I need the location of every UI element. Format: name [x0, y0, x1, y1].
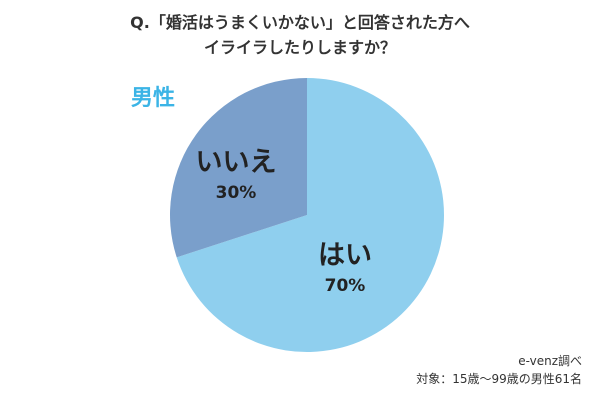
slice-value-hai: 70% — [325, 276, 366, 296]
pie-slice-hai — [176, 78, 444, 353]
group-label-male: 男性 — [131, 86, 176, 111]
respondents-text: 対象：15歳〜99歳の男性61名 — [416, 372, 582, 386]
source-note: e-venz調べ 対象：15歳〜99歳の男性61名 — [416, 352, 582, 388]
pie-slice-iie — [170, 78, 307, 258]
slice-label-iie: いいえ — [196, 147, 277, 178]
source-text: e-venz調べ — [518, 354, 582, 368]
chart-title-line-2: イライラしたりしますか？ — [203, 38, 396, 57]
chart-title: Q.「婚活はうまくいかない」と回答された方へ イライラしたりしますか？ — [0, 10, 600, 60]
slice-label-hai: はい — [318, 240, 372, 271]
slice-value-iie: 30% — [216, 183, 257, 203]
chart-title-line-1: Q.「婚活はうまくいかない」と回答された方へ — [130, 13, 470, 32]
